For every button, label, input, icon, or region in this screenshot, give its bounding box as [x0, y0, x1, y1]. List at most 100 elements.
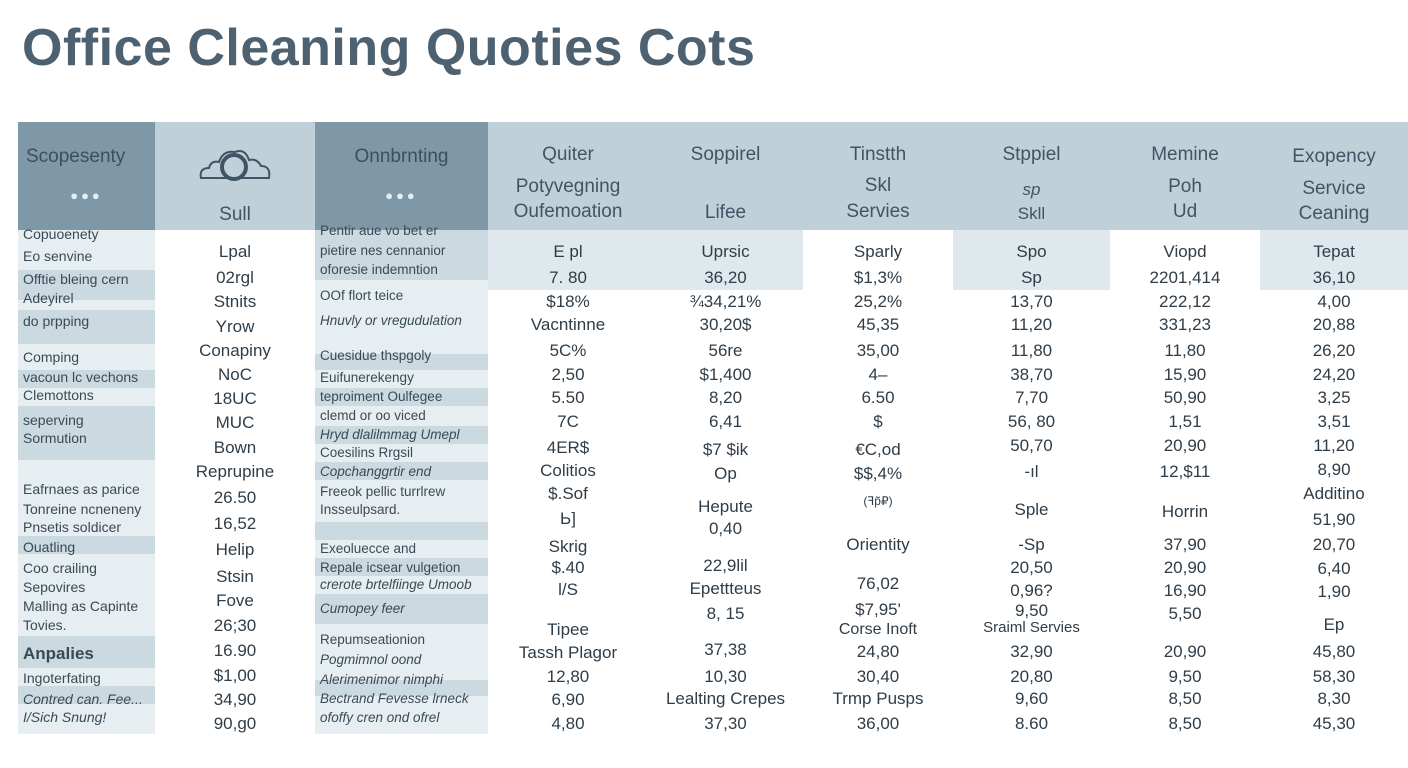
table-cell: 20,50 [1010, 558, 1053, 577]
table-cell: 20,70 [1312, 535, 1356, 554]
row-label: Offtie bleing cern [23, 271, 129, 287]
table-cell: 76,02 [856, 574, 900, 593]
table-cell: Ь] [560, 509, 576, 528]
column-header: Memine [1151, 144, 1219, 165]
table-cell: Ep [1323, 615, 1345, 634]
table-cell: l/S [558, 580, 578, 599]
table-cell: Op [714, 464, 737, 483]
table-cell: 32,90 [1010, 642, 1053, 661]
table-cell: 8,90 [1317, 460, 1351, 479]
table-cell: Helip [215, 540, 255, 559]
table-cell: 16,90 [1163, 581, 1207, 600]
table-cell: $1,3% [853, 268, 903, 287]
row-label: Eo senvine [23, 248, 93, 264]
table-cell: Epettteus [689, 579, 762, 598]
table-cell: 222,12 [1159, 292, 1211, 311]
table-cell: $7 $ik [702, 440, 749, 459]
table-cell: $1,400 [699, 365, 752, 384]
column-header: Poh [1168, 176, 1202, 197]
table-cell: 2,50 [551, 365, 585, 384]
table-cell: 9,50 [1014, 601, 1049, 620]
table-cell: Uprsic [701, 242, 750, 261]
column-header: Soppirel [690, 144, 761, 165]
table-cell: 11,80 [1010, 341, 1053, 360]
table-cell: 38,70 [1010, 365, 1053, 384]
column-exopency: Exopency Service Ceaning Tepat 36,10 4,0… [1260, 122, 1408, 734]
table-cell: 8,30 [1317, 689, 1351, 708]
row-label: Ouatling [23, 539, 76, 555]
table-cell: 8,50 [1168, 689, 1202, 708]
row-label: Clemottons [23, 387, 94, 403]
table-cell: 9,50 [1168, 667, 1202, 686]
table-cell: Tepat [1313, 242, 1355, 261]
table-cell: 7C [557, 412, 579, 431]
row-label: Eafrnaes as parice [23, 481, 140, 497]
column-header: Service [1302, 178, 1366, 199]
column-header: Tinstth [849, 144, 907, 165]
table-cell: 4– [868, 365, 888, 384]
table-cell: Fove [216, 591, 254, 610]
column-onnbrnting: Onnbrnting ●●● Pentir aue vo bet er piet… [315, 122, 488, 734]
table-cell: oforesie indemntion [320, 262, 438, 277]
table-cell: 22,9lil [703, 556, 748, 575]
table-cell: 45,35 [856, 315, 900, 334]
table-cell: Sparly [853, 242, 903, 261]
column-header: Servies [846, 201, 910, 222]
table-cell: 331,23 [1159, 315, 1211, 334]
page-title: Office Cleaning Quoties Cots [22, 19, 756, 77]
table-cell: Hepute [698, 497, 753, 516]
column-scope: Scopesenty ●●● Copuoenety Eo senvine Off… [18, 122, 155, 734]
table-cell: Additino [1303, 484, 1365, 503]
table-cell: Conapiny [199, 341, 271, 360]
table-cell: Lpal [218, 242, 252, 261]
table-cell: Corse Inoft [838, 621, 918, 638]
table-cell: 30,40 [856, 667, 900, 686]
table-cell: Insseulpsard. [320, 502, 401, 517]
row-label: Anpalies [23, 644, 94, 663]
column-memine: Memine Poh Ud Viopd 2201,414 222,12 331,… [1110, 122, 1260, 734]
table-cell: 3,25 [1317, 388, 1351, 407]
dots-icon: ●●● [70, 188, 103, 203]
table-cell: teproiment Oulfegee [320, 389, 443, 404]
table-cell: 12,$11 [1159, 462, 1211, 481]
table-cell: 0,96? [1010, 581, 1053, 600]
table-cell: 37,90 [1163, 535, 1207, 554]
table-cell: 26,20 [1312, 341, 1356, 360]
table-cell: Reprupine [195, 462, 275, 481]
table-cell: 6,41 [708, 412, 743, 431]
table-cell: 8,50 [1168, 714, 1202, 733]
table-cell: Cuesidue thspgoly [320, 348, 432, 363]
table-cell: 5C% [549, 341, 587, 360]
table-cell: $ [873, 412, 883, 431]
table-cell: Cumopey feer [320, 601, 405, 616]
row-label: Ingoterfating [23, 670, 101, 686]
table-cell: Colitios [540, 461, 596, 480]
table-cell: Hnuvly or vregudulation [320, 313, 462, 328]
column-stppiel: Stppiel sp Skll Spo Sp 13,70 11,20 11,80… [953, 122, 1110, 734]
row-label: Sepovires [23, 579, 86, 595]
table-cell: 4ER$ [546, 438, 590, 457]
table-cell: (ꟻp̃₽) [863, 494, 893, 508]
table-cell: 1,51 [1168, 412, 1202, 431]
table-cell: Spo [1016, 242, 1047, 261]
table-cell: Sple [1014, 500, 1049, 519]
table-cell: 11,20 [1010, 315, 1053, 334]
table-cell: Horrin [1161, 502, 1209, 521]
table-cell: 11,20 [1313, 436, 1355, 455]
table-cell: 12,80 [546, 667, 590, 686]
column-header: Ceaning [1298, 203, 1370, 224]
table-cell: MUC [215, 413, 255, 432]
row-label: Pnsetis soldicer [23, 519, 122, 535]
row-label: Malling as Capinte [23, 598, 139, 614]
column-header: Ud [1172, 201, 1198, 222]
table-cell: 90,g0 [213, 714, 257, 733]
table-cell: E pl [553, 242, 583, 261]
table-cell: Bown [213, 438, 257, 457]
cloud-icon [199, 150, 271, 181]
row-label: Tonreine ncneneny [23, 501, 142, 517]
table-cell: $.Sof [548, 484, 588, 503]
table-cell: Freeok pellic turrlrew [320, 484, 446, 499]
table-cell: 13,70 [1010, 292, 1053, 311]
table-cell: 26.50 [213, 488, 257, 507]
column-header: Skll [1017, 204, 1046, 223]
